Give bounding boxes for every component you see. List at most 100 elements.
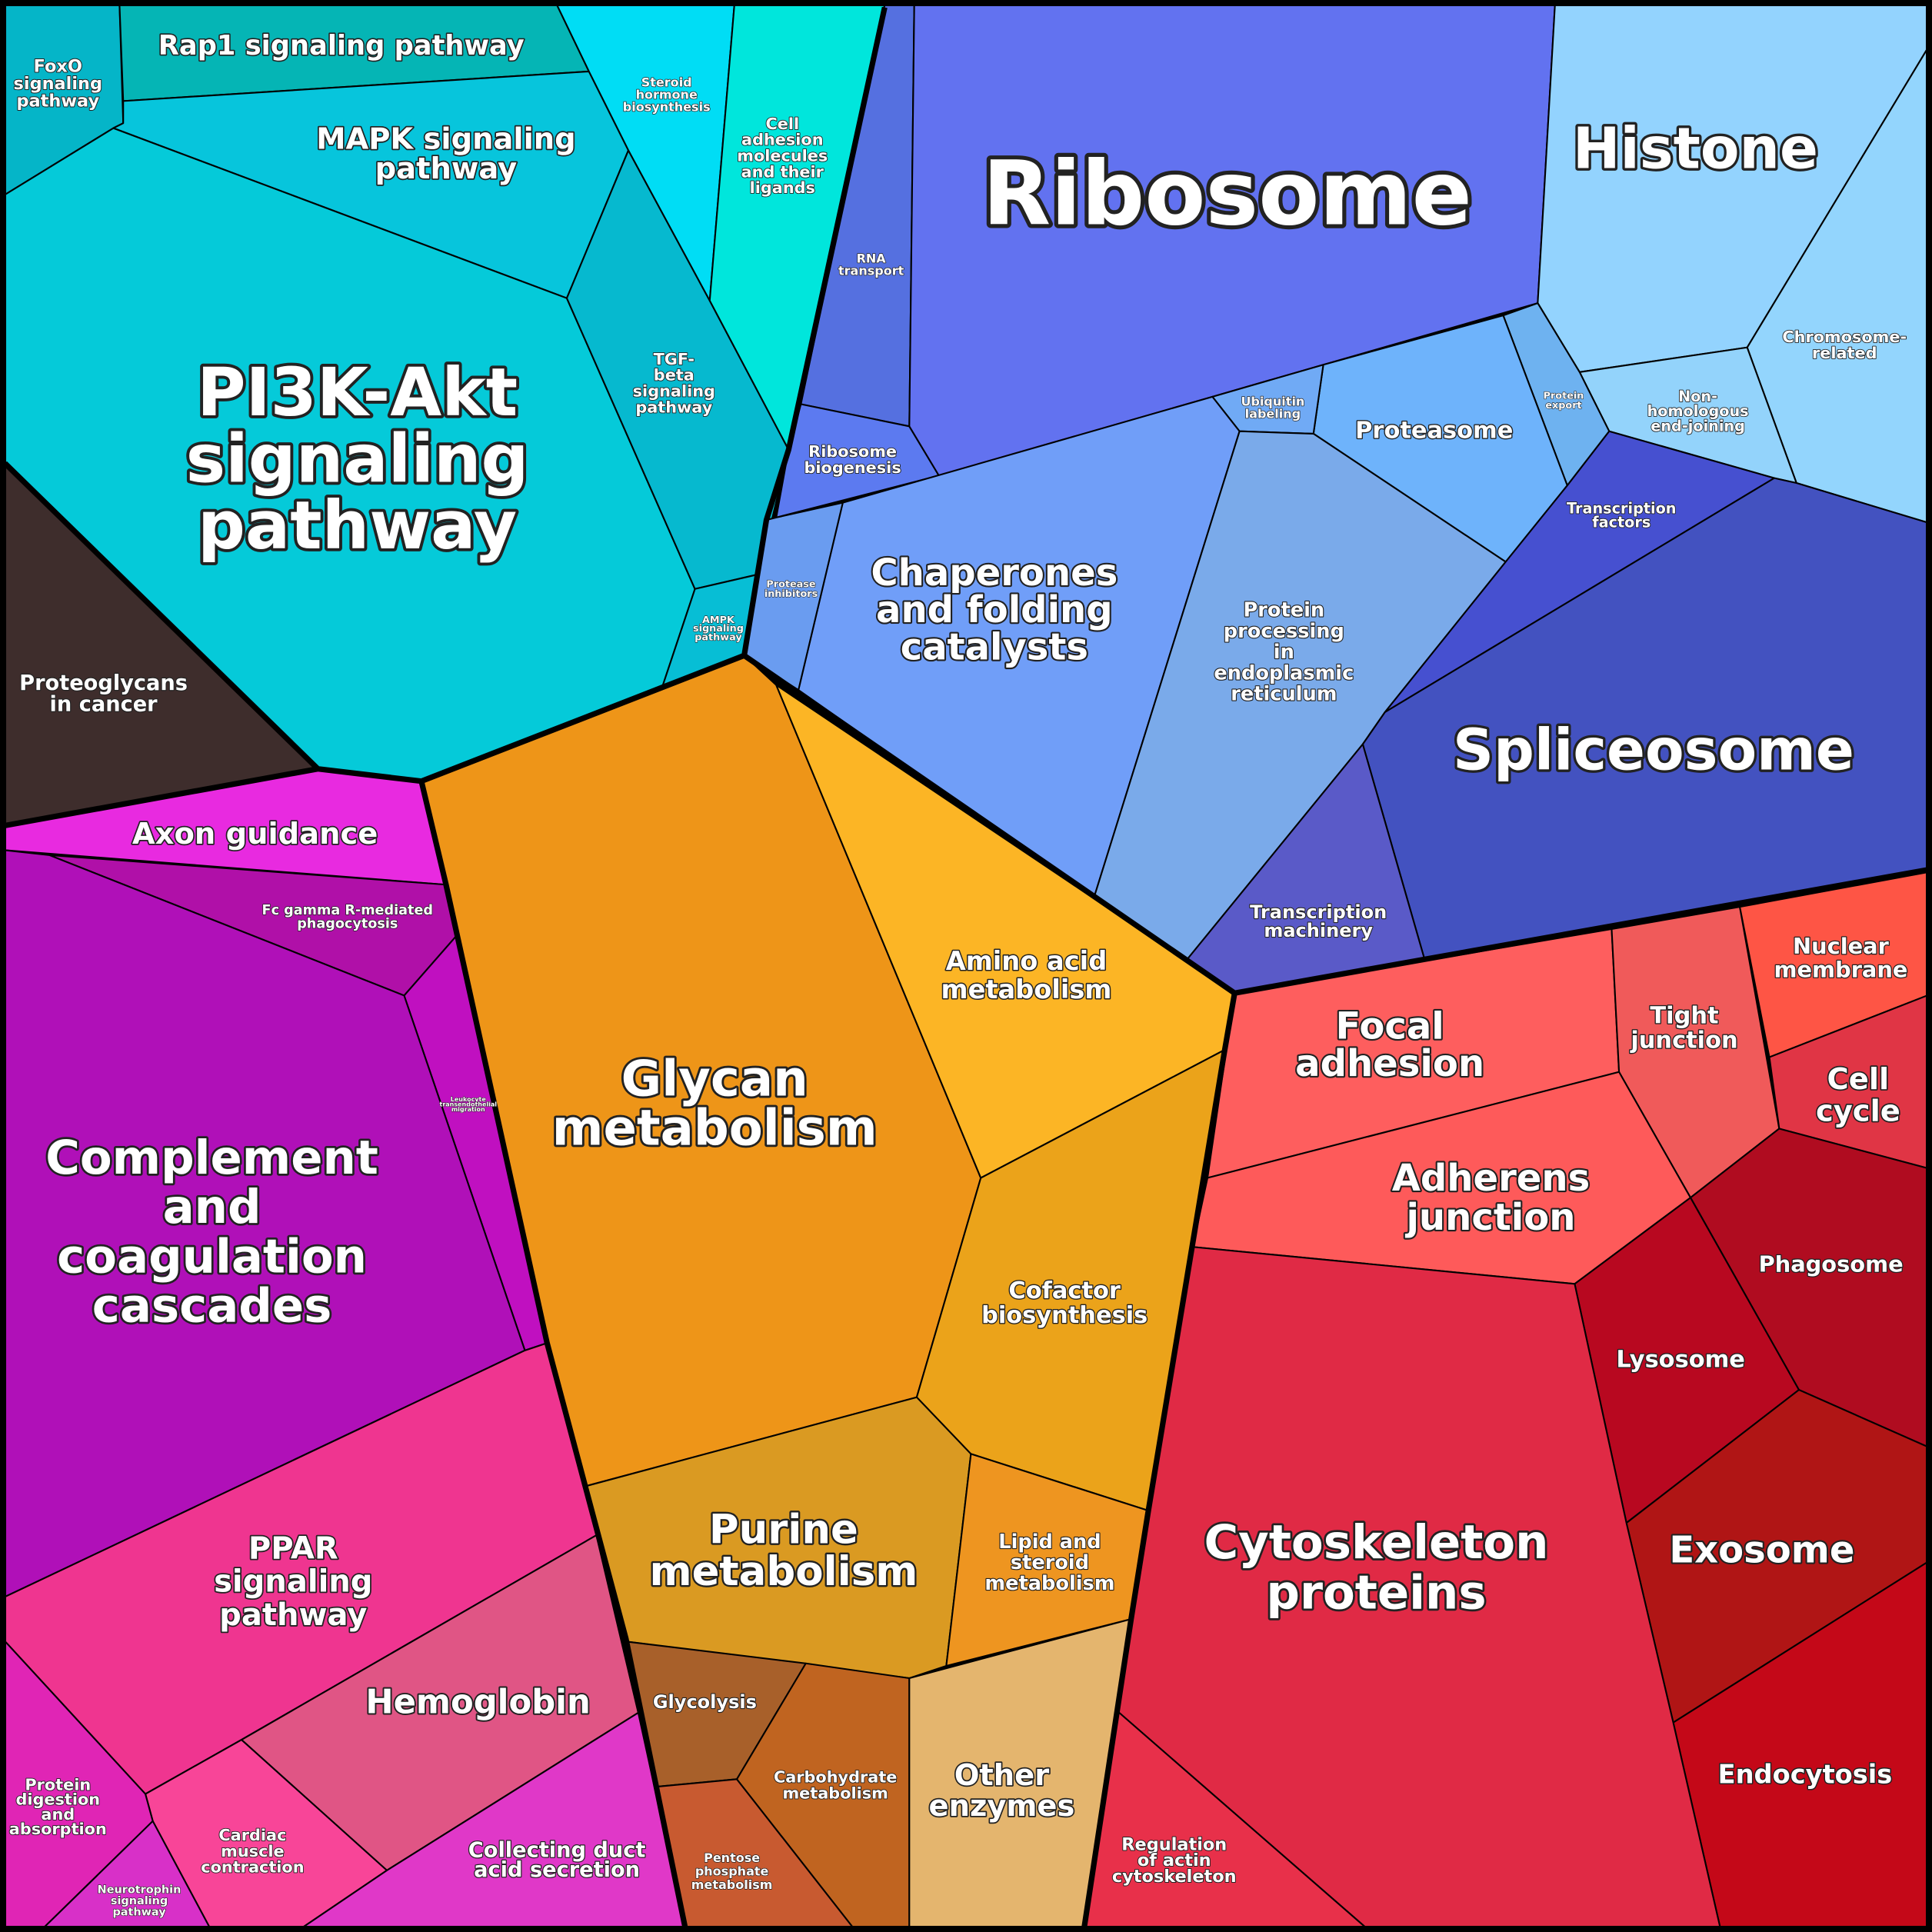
label-line: Leukocyte [451,1096,487,1103]
label-line: Protein [25,1775,91,1794]
label-line: Ubiquitin [1241,394,1304,408]
cell-label: Protein export [1544,390,1584,411]
label-line: and folding [876,588,1113,631]
label-line: muscle [221,1842,284,1860]
label-line: in cancer [50,692,158,716]
label-line: RNA [857,251,887,265]
label-line: Neurotrophin [98,1884,182,1897]
label-line: and their [741,162,824,181]
cell-label: Purine metabolism [649,1506,918,1594]
cell-label: Chaperones and folding catalysts [871,551,1118,668]
cell-label: Neurotrophin signaling pathway [98,1884,182,1919]
cell-label: Nuclear membrane [1774,933,1907,982]
label-line: transport [838,263,904,278]
label-line: signaling [633,381,715,400]
label-line: signaling [214,1564,372,1600]
label-line: Ribosome [808,442,897,461]
cell-label: Tight junction [1629,1002,1737,1054]
cell-label: Cell adhesion molecules and their ligands [737,115,828,197]
cell-label: Lipid and steroid metabolism [984,1531,1114,1595]
cell-label: PI3K-Akt signaling pathway [186,355,529,565]
cell-label: Cardiac muscle contraction [201,1826,304,1877]
cell-label: Carbohydrate metabolism [774,1768,897,1803]
label-line: Regulation [1121,1834,1227,1854]
cell-label: Exosome [1669,1529,1854,1572]
label-line: adhesion [741,131,824,149]
cell-label: Chromosome-related [1782,328,1907,362]
label-line: Focal [1335,1005,1444,1048]
cell-label: Histone [1573,117,1818,182]
label-line: signaling [111,1895,168,1907]
label-line: signaling [693,623,744,635]
cell-label: Collecting duct acid secretion [468,1838,646,1882]
label-line: Purine [709,1506,858,1553]
label-line: pathway [635,398,712,416]
cell-label: FoxO signaling pathway [14,56,102,111]
label-line: phosphate [695,1864,769,1878]
label-line: machinery [1264,920,1373,941]
label-line: junction [1404,1196,1575,1239]
label-line: membrane [1774,956,1907,982]
cell-label: Rap1 signaling pathway [158,30,525,62]
cell-label: Other enzymes [929,1758,1075,1824]
label-line: labeling [1245,406,1301,421]
label-line: Collecting duct [468,1838,646,1862]
cell-label: Focal adhesion [1295,1005,1484,1085]
label-line: Other [954,1758,1049,1793]
label-line: AMPK [702,614,735,625]
label-line: pathway [375,152,518,186]
cell-label: Axon guidance [132,817,378,851]
label-line: signaling [14,73,102,93]
label-line: in [1274,641,1294,664]
label-line: Cell [765,115,799,133]
label-line: Chromosome- [1782,328,1907,346]
cell-label: Endocytosis [1718,1759,1893,1789]
label-line: metabolism [691,1877,773,1892]
cell-label: TGF-beta signaling pathway [633,350,715,416]
label-line: contraction [201,1858,304,1877]
label-line: pathway [112,1906,166,1918]
label-line: Cofactor [1008,1277,1120,1304]
cells [4,4,1928,1928]
cell [1384,430,1775,714]
label-line: reticulum [1231,683,1337,706]
label-line: Non- [1678,387,1717,405]
cell-label: Complement and coagulation cascades [45,1131,378,1333]
cell-label: Protease inhibitors [764,578,818,600]
cell-label: Pentose phosphate metabolism [691,1850,773,1891]
label-line: Tight [1650,1002,1718,1029]
label-line: Protease [766,578,816,590]
label-line: Spliceosome [1453,718,1854,783]
label-line: pathway [17,91,100,111]
label-line: Axon guidance [132,817,378,851]
label-line: Lysosome [1616,1346,1745,1373]
label-line: pathway [695,631,742,643]
label-line: Protein [1544,390,1584,401]
label-line: metabolism [984,1572,1114,1595]
cell-label: Amino acid metabolism [941,946,1112,1004]
label-line: Nuclear [1793,933,1890,959]
label-line: Amino acid [946,946,1108,976]
label-line: signaling [186,421,529,498]
cell-label: Transcription machinery [1250,901,1387,941]
label-line: Transcription [1567,499,1676,517]
label-line: processing [1224,620,1344,643]
label-line: TGF- [654,350,695,368]
label-line: junction [1629,1027,1737,1054]
cell-label: Glycan metabolism [552,1051,878,1157]
cell-label: Lysosome [1616,1346,1745,1373]
label-line: proteins [1266,1565,1486,1620]
label-line: Carbohydrate [774,1768,897,1787]
label-line: cycle [1816,1094,1900,1128]
label-line: FoxO [34,56,82,76]
label-line: pathway [219,1597,367,1633]
label-line: migration [451,1105,485,1112]
cell-label: Protein digestion and absorption [9,1775,107,1838]
cell-label: Steroid hormone biosynthesis [623,75,711,114]
cell-label: MAPK signaling pathway [316,122,575,185]
label-line: metabolism [941,974,1112,1004]
label-line: acid secretion [474,1857,640,1881]
